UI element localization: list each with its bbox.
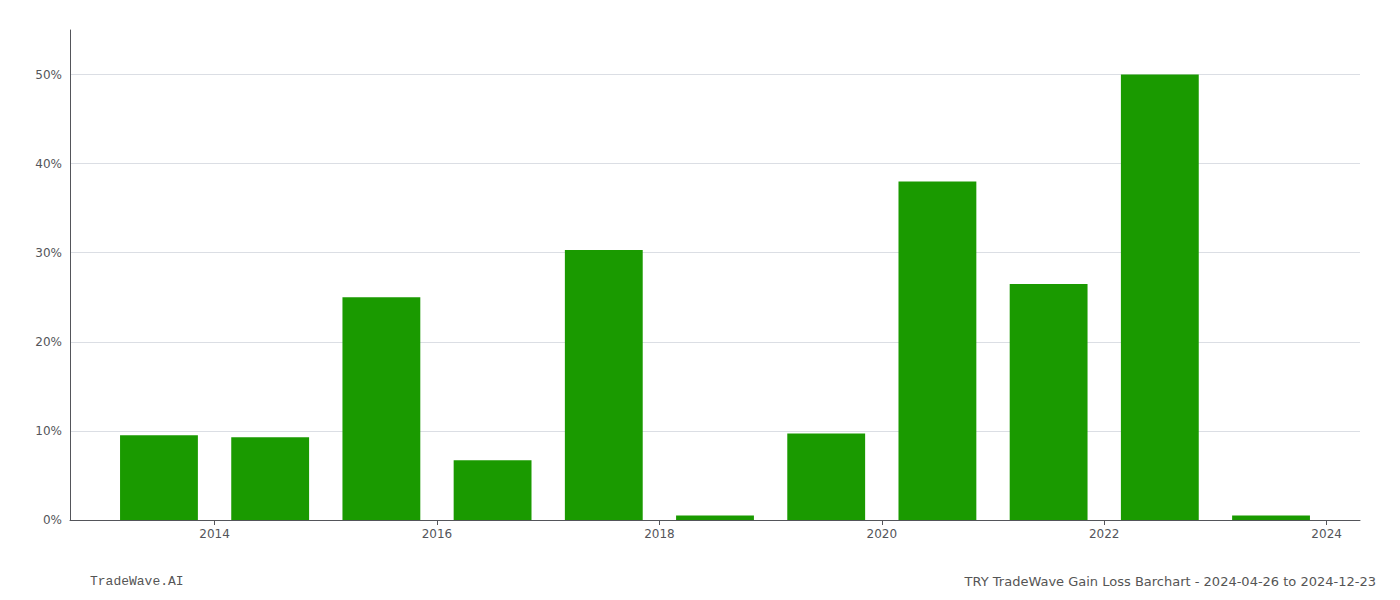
svg-text:50%: 50% <box>35 68 62 82</box>
svg-text:2018: 2018 <box>644 527 675 541</box>
svg-text:2022: 2022 <box>1089 527 1120 541</box>
svg-text:2016: 2016 <box>422 527 453 541</box>
svg-text:TradeWave.AI: TradeWave.AI <box>90 574 184 589</box>
svg-text:20%: 20% <box>35 335 62 349</box>
svg-text:TRY TradeWave Gain Loss Barcha: TRY TradeWave Gain Loss Barchart - 2024-… <box>964 574 1376 589</box>
svg-text:30%: 30% <box>35 246 62 260</box>
svg-text:2020: 2020 <box>867 527 898 541</box>
svg-text:10%: 10% <box>35 424 62 438</box>
svg-text:40%: 40% <box>35 157 62 171</box>
svg-text:2024: 2024 <box>1311 527 1342 541</box>
svg-text:0%: 0% <box>43 513 62 527</box>
svg-text:2014: 2014 <box>199 527 230 541</box>
